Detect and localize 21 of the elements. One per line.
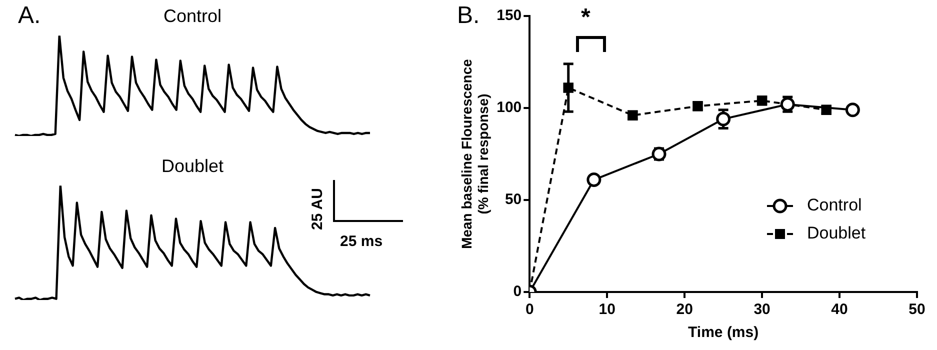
text: A.: [18, 2, 41, 29]
x-tick-label: 50: [908, 301, 926, 318]
legend-label: Control: [807, 196, 862, 215]
chart-title: Control: [163, 6, 222, 26]
legend-label: Doublet: [807, 224, 866, 243]
chart-title: Doublet: [161, 156, 224, 176]
text: B.: [457, 2, 480, 29]
x-tick-label: 0: [525, 301, 534, 318]
x-tick-label: 10: [598, 301, 616, 318]
x-axis-title: Time (ms): [688, 324, 759, 342]
x-tick-label: 30: [754, 301, 770, 318]
y-tick-label: 0: [513, 283, 522, 300]
annotation: 25 ms: [340, 233, 383, 250]
annotation: 25 AU: [309, 188, 326, 230]
y-axis-title: Mean baseline Flourescence (% final response): [458, 58, 492, 249]
y-tick-label: 50: [504, 191, 522, 208]
y-tick-label: 100: [496, 99, 522, 116]
x-tick-label: 40: [831, 301, 848, 318]
annotation: *: [581, 4, 590, 31]
y-tick-label: 150: [496, 7, 522, 24]
x-tick-label: 20: [676, 301, 693, 318]
